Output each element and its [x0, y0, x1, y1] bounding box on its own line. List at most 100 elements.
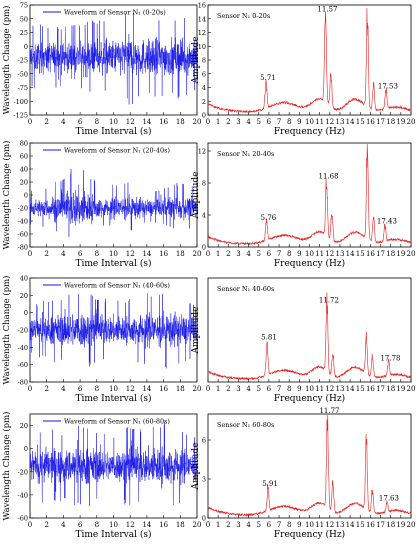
x-tick-label: 14	[142, 250, 151, 258]
x-tick-label: 8	[287, 521, 291, 529]
x-tick-label: 14	[346, 250, 355, 258]
x-tick-label: 20	[193, 250, 202, 258]
y-axis-label: Amplitude	[191, 171, 201, 219]
x-tick-label: 9	[297, 118, 301, 126]
x-tick-label: 0	[206, 250, 210, 258]
x-tick-label: 0	[206, 118, 210, 126]
x-tick-label: 7	[277, 385, 281, 393]
x-tick-label: 13	[335, 521, 344, 529]
x-tick-label: 1	[216, 118, 220, 126]
y-tick-label: 75	[20, 2, 28, 10]
y-axis-label: Amplitude	[191, 442, 201, 490]
x-tick-label: 6	[78, 118, 83, 126]
x-tick-label: 19	[396, 521, 405, 529]
plot-frame	[207, 413, 412, 519]
y-tick-label: -40	[18, 218, 28, 226]
x-tick-label: 7	[277, 118, 281, 126]
y-tick-label: -60	[18, 231, 28, 239]
x-tick-label: 12	[126, 118, 135, 126]
panel-5-time: 0 2 4 6 8 10 12 14 16 18 20 40 20 0 -20 -40 -60 -80 Time I…	[1, 275, 201, 405]
x-tick-label: 4	[61, 385, 66, 393]
legend-label: Waveform of Sensor N₁ (40-60s)	[64, 282, 170, 290]
peak-label: 17.53	[378, 82, 398, 90]
y-axis-label: Amplitude	[191, 36, 201, 84]
x-tick-label: 17	[376, 385, 385, 393]
x-tick-label: 16	[159, 250, 168, 258]
peak-label: 5.91	[262, 480, 278, 488]
x-tick-label: 4	[61, 521, 66, 529]
x-tick-label: 13	[335, 250, 344, 258]
x-tick-label: 15	[356, 521, 365, 529]
x-tick-label: 0	[28, 118, 32, 126]
x-tick-label: 10	[109, 118, 118, 126]
x-tick-label: 16	[159, 118, 168, 126]
x-tick-label: 18	[176, 118, 185, 126]
y-tick-label: 20	[20, 292, 28, 300]
y-tick-label: 3	[202, 476, 206, 484]
y-tick-label: -80	[18, 379, 28, 387]
x-tick-label: 20	[407, 250, 416, 258]
y-tick-label: -60	[18, 361, 28, 369]
x-tick-label: 5	[257, 521, 261, 529]
y-tick-label: 20	[20, 179, 28, 187]
x-tick-label: 4	[61, 118, 66, 126]
legend-label: Sensor N₁ 20-40s	[217, 150, 274, 158]
x-tick-label: 12	[325, 385, 334, 393]
legend-label: Sensor N₁ 0-20s	[217, 12, 270, 20]
x-tick-label: 14	[142, 118, 151, 126]
x-tick-label: 13	[335, 118, 344, 126]
peak-label: 11.77	[319, 407, 339, 415]
y-tick-label: 14	[198, 15, 206, 23]
x-tick-label: 17	[376, 118, 385, 126]
x-tick-label: 11	[315, 250, 324, 258]
x-tick-label: 12	[325, 118, 334, 126]
y-tick-label: 20	[20, 422, 28, 430]
x-tick-label: 11	[315, 385, 324, 393]
x-tick-label: 10	[305, 250, 314, 258]
x-tick-label: 18	[176, 521, 185, 529]
y-tick-label: -60	[18, 515, 28, 523]
y-axis-label: Wavelength Change (pm)	[1, 141, 12, 250]
y-tick-label: 8	[202, 180, 206, 188]
x-axis-label: Time Interval (s)	[75, 258, 151, 269]
x-tick-label: 6	[78, 521, 83, 529]
x-tick-label: 6	[267, 250, 272, 258]
y-tick-label: 10	[198, 43, 206, 51]
panel-1-time: 0 2 4 6 8 10 12 14 16 18 20 75 50 25 0 -25 -50 -75 -100 -12…	[1, 2, 201, 138]
x-tick-label: 3	[236, 521, 240, 529]
peak-label: 11.68	[319, 173, 339, 181]
x-tick-label: 19	[396, 118, 405, 126]
x-tick-label: 10	[109, 250, 118, 258]
y-tick-label: 12	[198, 148, 206, 156]
x-tick-label: 18	[386, 521, 395, 529]
x-tick-label: 4	[246, 521, 251, 529]
x-tick-label: 20	[193, 118, 202, 126]
y-tick-label: 12	[198, 29, 206, 37]
x-tick-label: 8	[287, 385, 291, 393]
y-tick-label: -20	[18, 205, 28, 213]
peak-label: 11.72	[319, 296, 339, 304]
x-tick-label: 7	[277, 250, 281, 258]
x-tick-label: 14	[346, 118, 355, 126]
y-tick-label: 8	[202, 57, 206, 65]
x-tick-label: 8	[95, 521, 99, 529]
y-axis-label: Wavelength Change (pm)	[1, 276, 12, 385]
x-tick-label: 15	[356, 250, 365, 258]
legend-label: Sensor N₁ 40-60s	[217, 285, 274, 293]
plot-frame	[207, 4, 412, 116]
legend-label: Waveform of Sensor N₁ (20-40s)	[64, 147, 170, 155]
y-tick-label: -40	[18, 344, 28, 352]
x-tick-label: 14	[346, 385, 355, 393]
x-tick-label: 8	[95, 250, 99, 258]
x-tick-label: 1	[216, 250, 220, 258]
x-tick-label: 15	[356, 385, 365, 393]
y-axis-label: Wavelength Change (pm)	[1, 6, 12, 115]
peak-label: 17.78	[380, 354, 400, 362]
y-tick-label: -125	[13, 112, 28, 120]
x-tick-label: 2	[44, 118, 48, 126]
legend-label: Sensor N₁ 60-80s	[217, 421, 274, 429]
y-tick-label: 6	[202, 437, 206, 445]
x-tick-label: 10	[305, 521, 314, 529]
